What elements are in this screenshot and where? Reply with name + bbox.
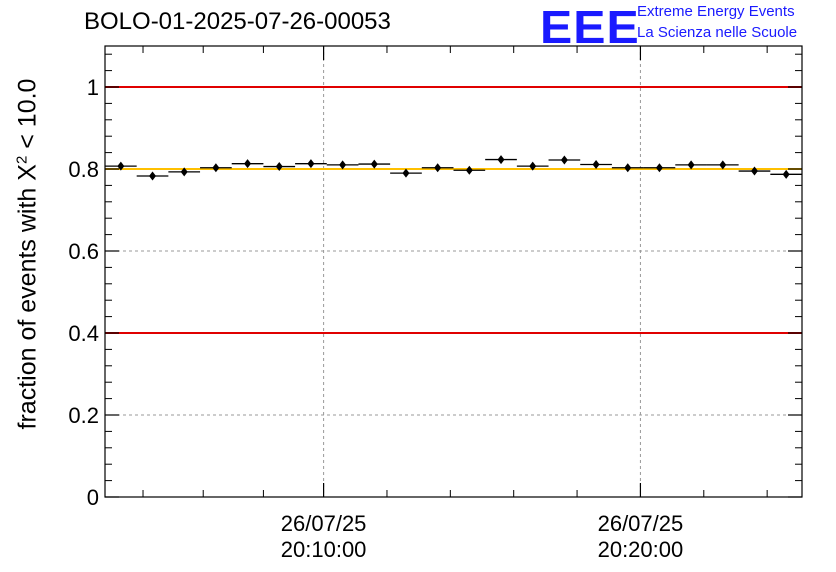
data-point bbox=[548, 155, 581, 165]
data-point bbox=[390, 168, 422, 178]
data-point bbox=[295, 159, 327, 169]
y-axis-label-prefix: fraction of events with bbox=[13, 180, 42, 430]
data-point bbox=[580, 159, 612, 169]
axis-ticks bbox=[105, 46, 802, 498]
eee-logo: EEE bbox=[540, 1, 640, 53]
data-point bbox=[643, 163, 676, 173]
point-marker bbox=[244, 159, 252, 169]
y-tick-label: 0 bbox=[87, 485, 99, 510]
point-marker bbox=[592, 159, 600, 169]
y-axis-label-sup: 2 bbox=[13, 155, 31, 165]
point-marker bbox=[465, 165, 473, 175]
point-marker bbox=[370, 159, 378, 169]
data-point bbox=[231, 159, 264, 169]
y-axis-label-symbol: X bbox=[13, 164, 42, 181]
data-point bbox=[105, 161, 137, 171]
data-point bbox=[200, 163, 232, 173]
point-marker bbox=[719, 160, 727, 170]
plot-frame bbox=[104, 45, 803, 498]
x-tick-time-label: 20:10:00 bbox=[281, 537, 367, 562]
point-marker bbox=[275, 162, 283, 172]
grid-lines bbox=[105, 46, 802, 497]
point-marker bbox=[402, 168, 410, 178]
point-marker bbox=[655, 163, 663, 173]
point-marker bbox=[339, 160, 347, 170]
point-marker bbox=[782, 169, 790, 179]
data-point bbox=[611, 163, 644, 173]
data-point bbox=[168, 167, 201, 177]
chart-title: BOLO-01-2025-07-26-00053 bbox=[84, 8, 391, 35]
data-point bbox=[675, 160, 707, 170]
y-tick-label: 0.4 bbox=[68, 321, 99, 346]
data-point bbox=[358, 159, 391, 169]
y-tick-label: 0.6 bbox=[68, 239, 99, 264]
data-point bbox=[770, 169, 802, 179]
point-marker bbox=[212, 163, 220, 173]
point-marker bbox=[687, 160, 695, 170]
point-marker bbox=[149, 171, 157, 181]
point-marker bbox=[307, 159, 315, 169]
point-marker bbox=[180, 167, 188, 177]
x-tick-date-label: 26/07/25 bbox=[281, 511, 367, 536]
data-point bbox=[516, 161, 549, 171]
x-tick-date-label: 26/07/25 bbox=[598, 511, 684, 536]
data-point bbox=[263, 162, 296, 172]
data-point bbox=[136, 171, 169, 181]
y-tick-label: 1 bbox=[87, 75, 99, 100]
reference-lines bbox=[105, 86, 802, 334]
data-series bbox=[105, 155, 802, 181]
data-point bbox=[326, 160, 359, 170]
y-axis-label-suffix: < 10.0 bbox=[13, 78, 42, 156]
point-marker bbox=[560, 155, 568, 165]
y-axis-label: fraction of events with X2 < 10.0 bbox=[13, 79, 42, 430]
point-marker bbox=[497, 155, 505, 165]
logo-caption-line1: Extreme Energy Events bbox=[637, 3, 795, 20]
y-tick-label: 0.8 bbox=[68, 157, 99, 182]
x-tick-time-label: 20:20:00 bbox=[598, 537, 684, 562]
data-point bbox=[453, 165, 486, 175]
y-tick-label: 0.2 bbox=[68, 403, 99, 428]
data-point bbox=[706, 160, 739, 170]
point-marker bbox=[529, 161, 537, 171]
data-point bbox=[421, 163, 454, 173]
point-marker bbox=[750, 166, 758, 176]
data-point bbox=[485, 155, 517, 165]
point-marker bbox=[117, 161, 125, 171]
point-marker bbox=[624, 163, 632, 173]
point-marker bbox=[434, 163, 442, 173]
data-point bbox=[738, 166, 771, 176]
tick-labels: 00.20.40.60.8126/07/2520:10:0026/07/2520… bbox=[68, 75, 683, 562]
logo-caption-line2: La Scienza nelle Scuole bbox=[637, 24, 798, 41]
